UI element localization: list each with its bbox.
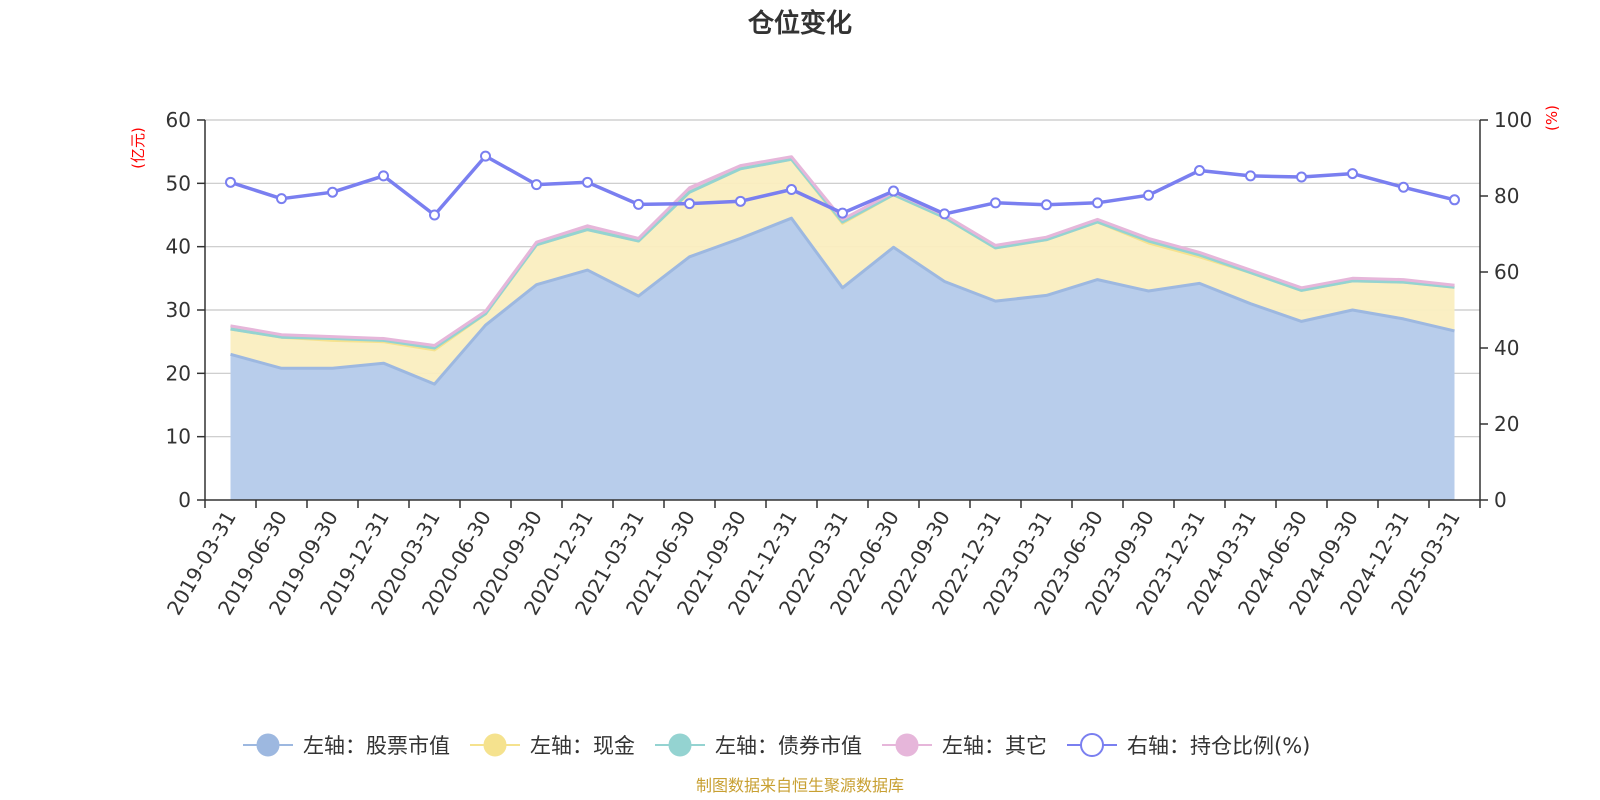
legend-item-2: 左轴：现金 (470, 733, 635, 758)
series-areas (230, 156, 1455, 500)
legend-marker (256, 733, 280, 757)
ratio-point (939, 208, 950, 220)
right-tick-label: 60 (1494, 260, 1519, 284)
left-tick-label: 40 (166, 235, 191, 259)
ratio-point (1347, 168, 1358, 180)
ratio-point (582, 176, 593, 188)
legend-marker (895, 733, 919, 757)
right-tick-label: 40 (1494, 336, 1519, 360)
ratio-point (1296, 171, 1307, 183)
ratio-point (1398, 181, 1409, 193)
ratio-point (276, 193, 287, 205)
right-axis-unit: (%) (1543, 105, 1561, 131)
ratio-series (225, 150, 1460, 221)
left-tick-label: 60 (166, 108, 191, 132)
legend-label: 左轴：股票市值 (303, 734, 450, 758)
area-line-series-3 (230, 157, 1455, 350)
legend-label: 右轴：持仓比例(%) (1127, 734, 1310, 758)
ratio-point (735, 195, 746, 207)
legend-marker (668, 733, 692, 757)
legend-item-3: 左轴：债券市值 (655, 733, 862, 758)
legend-label: 左轴：债券市值 (715, 734, 862, 758)
area-series-1 (230, 218, 1455, 500)
ratio-point (1041, 199, 1052, 211)
legend: 左轴：股票市值 左轴：现金 左轴：债券市值 左轴：其它 右轴：持仓比例(%) (243, 733, 1310, 758)
area-line-series-4 (230, 155, 1455, 347)
ratio-point (990, 197, 1001, 209)
ratio-point (1092, 197, 1103, 209)
area-line-series-1 (230, 216, 1455, 386)
chart-title: 仓位变化 (747, 8, 852, 39)
right-tick-label: 100 (1494, 108, 1532, 132)
ratio-point (378, 170, 389, 182)
ratio-point (480, 150, 491, 162)
ratio-point (837, 207, 848, 219)
left-tick-label: 20 (166, 361, 191, 385)
ratio-point (684, 198, 695, 210)
left-axis-unit: (亿元) (129, 127, 147, 169)
left-tick-label: 0 (178, 488, 191, 512)
right-tick-label: 20 (1494, 412, 1519, 436)
ratio-point (1143, 189, 1154, 201)
source-note: 制图数据来自恒生聚源数据库 (696, 776, 904, 795)
ratio-point (531, 179, 542, 191)
ratio-point (786, 184, 797, 196)
legend-item-4: 左轴：其它 (882, 733, 1047, 758)
ratio-point (888, 185, 899, 197)
left-tick-label: 30 (166, 298, 191, 322)
legend-label: 左轴：其它 (942, 734, 1047, 758)
left-tick-label: 10 (166, 425, 191, 449)
ratio-point (1245, 170, 1256, 182)
ratio-point (1449, 194, 1460, 206)
ratio-point (429, 209, 440, 221)
legend-label: 左轴：现金 (530, 734, 635, 758)
legend-item-5: 右轴：持仓比例(%) (1067, 733, 1310, 758)
legend-item-1: 左轴：股票市值 (243, 733, 450, 758)
left-tick-label: 50 (166, 171, 191, 195)
series-lines (230, 155, 1455, 386)
area-series-2 (230, 159, 1455, 385)
legend-marker (1080, 733, 1104, 757)
ratio-point (633, 198, 644, 210)
right-tick-label: 80 (1494, 184, 1519, 208)
right-tick-label: 0 (1494, 488, 1507, 512)
ratio-point (327, 186, 338, 198)
legend-marker (483, 733, 507, 757)
ratio-line (229, 154, 1455, 217)
ratio-point (225, 176, 236, 188)
ratio-point (1194, 165, 1205, 177)
